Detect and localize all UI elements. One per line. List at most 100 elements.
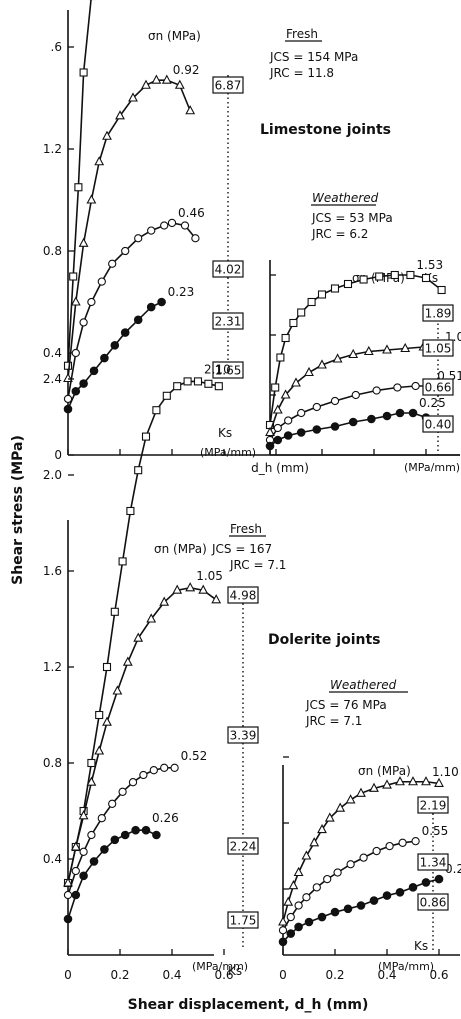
data-point xyxy=(191,234,200,243)
series-label: 0.55 xyxy=(422,824,449,838)
chart-layer: 00.40.81.2.62.02.42.81.840.920.460.236.8… xyxy=(43,0,461,982)
data-point xyxy=(271,383,280,392)
data-point xyxy=(304,917,314,927)
data-point xyxy=(330,907,340,917)
data-point xyxy=(369,896,379,905)
series-line-2.10 xyxy=(67,380,219,884)
data-point xyxy=(121,246,130,256)
series-label: 0.27 xyxy=(445,862,461,876)
data-point xyxy=(411,381,420,391)
x-axis-title: Shear displacement, d_h (mm) xyxy=(128,997,369,1013)
x-tick-label: 0.6 xyxy=(429,968,448,982)
dolerite-fresh-jrc: JRC = 7.1 xyxy=(229,558,286,572)
series-label: 0.26 xyxy=(152,811,179,825)
data-point xyxy=(411,837,420,846)
series-label: 0.23 xyxy=(168,285,195,299)
y-tick-label: 0.8 xyxy=(43,756,62,770)
data-point xyxy=(157,297,166,307)
data-point xyxy=(312,402,321,412)
dolerite-weathered-ks-units: (MPa/mm) xyxy=(378,960,434,973)
ks-value: 1.05 xyxy=(425,342,452,356)
data-point xyxy=(393,383,402,392)
data-point xyxy=(160,763,169,772)
data-point xyxy=(382,779,392,789)
data-point xyxy=(133,315,143,325)
data-point xyxy=(63,914,73,924)
ks-value-box xyxy=(227,911,259,929)
series-label: 0.92 xyxy=(173,63,200,77)
data-point xyxy=(276,353,285,362)
data-point xyxy=(133,632,144,642)
ks-value-box xyxy=(227,837,259,855)
limestone-weathered-ks-units: (MPa/mm) xyxy=(404,461,460,474)
data-point xyxy=(115,110,125,120)
data-point xyxy=(71,890,81,900)
data-point xyxy=(324,812,335,822)
dolerite-weathered-condition: Weathered xyxy=(330,678,397,692)
data-point xyxy=(79,847,88,856)
data-point xyxy=(372,386,381,395)
ks-value: 1.65 xyxy=(215,364,242,378)
data-point xyxy=(71,866,80,876)
series-line-1.84 xyxy=(67,0,92,366)
data-point xyxy=(273,423,282,433)
data-point xyxy=(110,341,120,350)
data-point xyxy=(204,379,213,388)
x-tick-label: 0 xyxy=(279,968,287,982)
data-point xyxy=(74,183,83,192)
data-point xyxy=(284,416,293,425)
data-point xyxy=(280,389,291,399)
limestone-fresh-condition: Fresh xyxy=(286,27,318,41)
data-point xyxy=(183,377,192,386)
data-point xyxy=(294,922,303,932)
series-line-0.55 xyxy=(282,840,416,931)
data-point xyxy=(89,857,99,866)
data-point xyxy=(78,810,89,820)
data-point xyxy=(332,353,343,363)
x-tick-label: 0 xyxy=(64,968,72,982)
data-point xyxy=(86,194,97,204)
ks-value: 2.31 xyxy=(215,315,242,329)
data-point xyxy=(395,408,405,418)
data-point xyxy=(185,582,196,592)
data-point xyxy=(128,778,138,787)
limestone-annotation: Limestone joints xyxy=(260,122,391,138)
data-point xyxy=(79,871,88,881)
data-point xyxy=(312,425,322,434)
ks-value-box xyxy=(422,304,454,322)
data-point xyxy=(372,846,381,856)
ks-value-box xyxy=(417,893,449,911)
data-point xyxy=(434,874,444,884)
data-point xyxy=(297,308,306,317)
dolerite-weathered-ks-label: Ks xyxy=(414,939,428,953)
data-point xyxy=(70,841,81,851)
dolerite-fresh-ks-units: (MPa/mm) xyxy=(192,960,248,973)
limestone-fresh-ks-label: Ks xyxy=(218,426,232,440)
dolerite-weathered-sigma-label: σn (MPa) xyxy=(358,764,411,778)
data-point xyxy=(110,607,119,616)
data-point xyxy=(265,426,275,437)
series-label: 1.10 xyxy=(432,765,459,779)
data-point xyxy=(152,830,161,840)
ks-value-box xyxy=(422,339,454,357)
series-label: 1.53 xyxy=(416,258,443,272)
limestone-weathered-jcs: JCS = 53 MPa xyxy=(311,211,393,225)
data-point xyxy=(330,284,340,293)
series-label: 0.52 xyxy=(181,749,208,763)
data-point xyxy=(345,794,356,804)
data-point xyxy=(214,382,223,391)
limestone-fresh-sigma-label: σn (MPa) xyxy=(148,29,201,43)
data-point xyxy=(400,342,411,353)
y-tick-label: 1.6 xyxy=(43,564,62,578)
y-tick-label: .6 xyxy=(51,40,62,54)
data-point xyxy=(312,883,321,892)
series-line-0.23 xyxy=(67,301,162,410)
data-point xyxy=(118,787,127,796)
data-point xyxy=(317,912,327,922)
data-point xyxy=(102,130,112,140)
y-tick-label: 1.2 xyxy=(43,660,62,674)
data-point xyxy=(102,716,112,726)
ks-value: 0.40 xyxy=(425,418,452,432)
data-point xyxy=(152,406,161,415)
